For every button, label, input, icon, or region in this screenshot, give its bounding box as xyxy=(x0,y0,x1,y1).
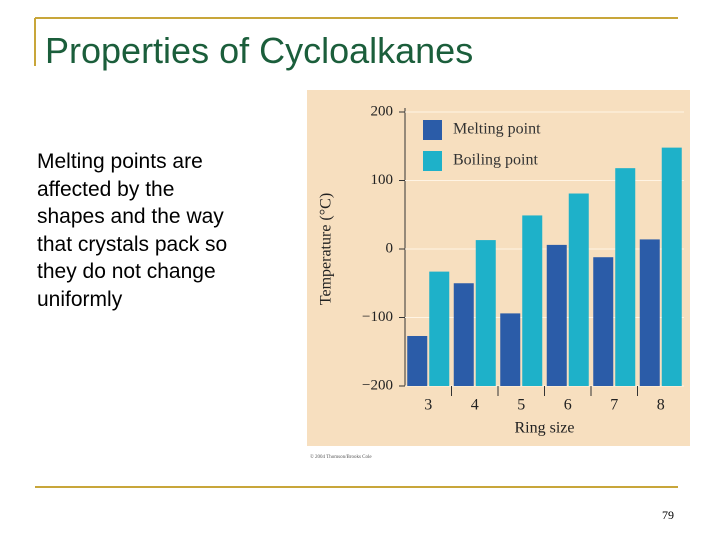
legend-label: Boiling point xyxy=(453,152,538,169)
body-line: they do not change xyxy=(37,260,216,283)
x-tick-label: 5 xyxy=(517,397,525,414)
bar xyxy=(453,283,474,386)
legend-swatch xyxy=(423,120,442,140)
y-tick-label: 0 xyxy=(386,240,394,256)
x-tick-label: 4 xyxy=(471,397,479,414)
y-tick-label: 100 xyxy=(371,172,394,188)
x-tick-label: 6 xyxy=(564,397,572,414)
x-tick-label: 3 xyxy=(424,397,432,414)
x-axis-label: Ring size xyxy=(515,420,575,437)
bar xyxy=(546,244,567,386)
bar xyxy=(429,271,450,386)
body-line: affected by the xyxy=(37,177,175,201)
y-tick-label: −200 xyxy=(362,377,393,393)
bar xyxy=(568,193,589,386)
bar xyxy=(407,335,428,386)
bar xyxy=(522,215,543,386)
bar xyxy=(500,313,521,386)
page-number: 79 xyxy=(662,508,674,522)
y-axis-label: Temperature (°C) xyxy=(318,193,335,305)
bar xyxy=(661,147,682,386)
bar xyxy=(615,168,636,386)
body-line: shapes and the way xyxy=(37,205,224,228)
source-note: © 2004 Thomson/Brooks Cole xyxy=(310,454,372,460)
y-tick-label: 200 xyxy=(371,103,394,119)
bar xyxy=(639,239,660,386)
body-text: Melting points are affected by the shapes … xyxy=(37,148,227,313)
chart: −200 −100 0 100 200 3 4 5 6 7 8 Melting point Boilin… xyxy=(310,103,684,460)
legend-label: Melting point xyxy=(453,121,541,138)
bar xyxy=(475,240,496,386)
body-line: uniformly xyxy=(37,287,123,311)
x-tick-label: 7 xyxy=(610,397,618,414)
legend-swatch xyxy=(423,151,442,171)
y-tick-label: −100 xyxy=(362,309,393,325)
body-line: that crystals pack so xyxy=(37,232,228,256)
body-line: Melting points are xyxy=(37,150,203,173)
bar xyxy=(593,257,614,386)
slide-title: Properties of Cycloalkanes xyxy=(45,30,474,71)
x-tick-label: 8 xyxy=(657,397,665,414)
